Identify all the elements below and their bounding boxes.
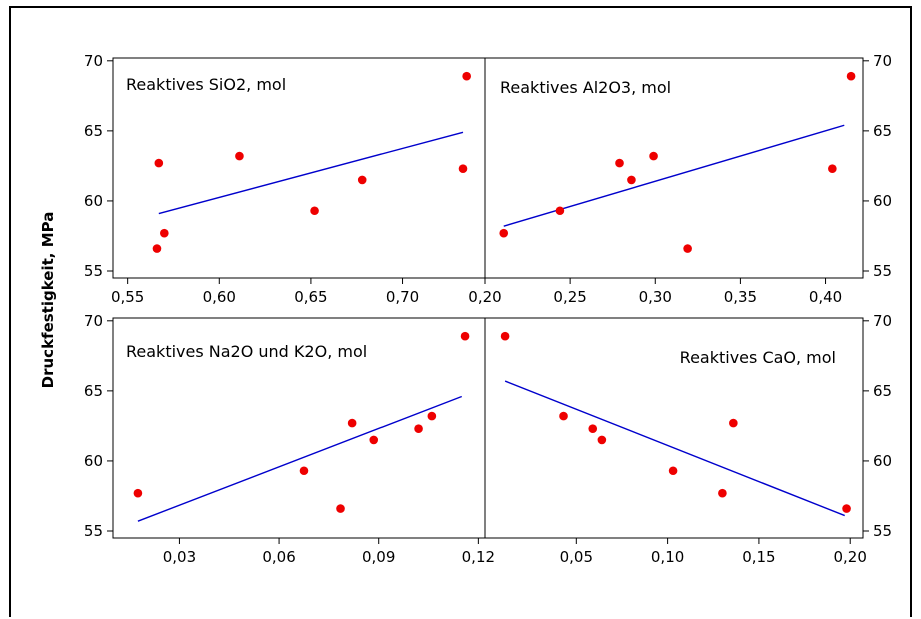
panel-al2o3: Reaktives Al2O3, mol 0,20 0,25 0,30 0,35 0,40… xyxy=(468,52,892,306)
panel-title: Reaktives SiO2, mol xyxy=(126,75,286,94)
y-tick-label: 60 xyxy=(873,192,892,210)
y-tick-label: 70 xyxy=(873,52,892,70)
y-tick-label: 60 xyxy=(873,452,892,470)
y-tick-label: 65 xyxy=(84,122,103,140)
data-point xyxy=(154,158,164,168)
y-tick-label: 70 xyxy=(84,312,103,330)
fit-line xyxy=(503,124,845,227)
y-tick-label: 60 xyxy=(84,452,103,470)
x-tick-label: 0,12 xyxy=(462,548,495,566)
data-point xyxy=(649,151,658,161)
y-tick-label: 55 xyxy=(873,262,892,280)
x-tick-label: 0,20 xyxy=(834,548,867,566)
data-point xyxy=(588,424,598,434)
x-tick-label: 0,25 xyxy=(553,288,586,306)
data-point xyxy=(460,331,470,341)
data-point xyxy=(718,488,727,498)
x-tick-label: 0,60 xyxy=(203,288,236,306)
data-point xyxy=(299,466,309,476)
x-tick-label: 0,65 xyxy=(294,288,327,306)
panel-sio2: Reaktives SiO2, mol 0,55 0,60 0,65 0,70 55 60 6… xyxy=(84,52,486,306)
data-point xyxy=(133,488,143,498)
y-tick-label: 55 xyxy=(84,522,103,540)
data-point xyxy=(414,424,423,434)
panel-title: Reaktives Al2O3, mol xyxy=(500,78,671,97)
data-point xyxy=(729,418,738,428)
figure-frame xyxy=(9,6,912,617)
x-tick-label: 0,05 xyxy=(560,548,593,566)
data-point xyxy=(347,418,357,428)
panel-na2o-k2o: Reaktives Na2O und K2O, mol 0,03 0,06 0,09 0… xyxy=(84,312,495,566)
data-point xyxy=(668,466,678,476)
data-point xyxy=(842,504,851,513)
data-point xyxy=(458,164,468,174)
data-point xyxy=(336,504,345,513)
data-point xyxy=(462,71,471,81)
data-point xyxy=(846,71,856,81)
x-tick-label: 0,09 xyxy=(362,548,395,566)
data-point xyxy=(235,151,244,161)
x-tick-label: 0,15 xyxy=(742,548,775,566)
x-tick-label: 0,35 xyxy=(724,288,757,306)
data-point xyxy=(615,158,624,168)
y-tick-label: 55 xyxy=(84,262,103,280)
data-point xyxy=(357,175,367,185)
x-tick-label: 0,55 xyxy=(111,288,144,306)
y-tick-label: 55 xyxy=(873,522,892,540)
data-point xyxy=(369,435,379,445)
data-point xyxy=(160,228,169,238)
data-point xyxy=(500,331,510,341)
data-point xyxy=(597,435,607,445)
data-point xyxy=(427,411,437,421)
y-tick-label: 60 xyxy=(84,192,103,210)
panel-cao: Reaktives CaO, mol 0,05 0,10 0,15 0,20 55 60 65… xyxy=(484,312,892,566)
y-tick-label: 65 xyxy=(873,382,892,400)
y-tick-label: 65 xyxy=(873,122,892,140)
y-tick-label: 65 xyxy=(84,382,103,400)
data-point xyxy=(310,206,319,216)
y-tick-label: 70 xyxy=(84,52,103,70)
fit-line xyxy=(504,380,845,517)
data-point xyxy=(627,175,636,185)
y-tick-label: 70 xyxy=(873,312,892,330)
x-tick-label: 0,20 xyxy=(468,288,501,306)
x-tick-label: 0,30 xyxy=(639,288,672,306)
data-point xyxy=(828,164,837,174)
data-point xyxy=(559,411,568,421)
x-tick-label: 0,70 xyxy=(386,288,419,306)
y-axis-title: Druckfestigkeit, MPa xyxy=(39,212,57,389)
data-point xyxy=(152,244,162,253)
panel-border xyxy=(484,57,864,279)
data-point xyxy=(683,244,692,253)
fit-line xyxy=(158,131,464,215)
panel-border xyxy=(484,317,864,539)
data-point xyxy=(555,206,565,216)
x-tick-label: 0,10 xyxy=(651,548,684,566)
panel-title: Reaktives Na2O und K2O, mol xyxy=(126,342,367,361)
x-tick-label: 0,06 xyxy=(262,548,295,566)
x-tick-label: 0,40 xyxy=(809,288,842,306)
x-tick-label: 0,03 xyxy=(163,548,196,566)
data-point xyxy=(499,228,509,238)
panel-title: Reaktives CaO, mol xyxy=(680,348,836,367)
fit-line xyxy=(137,395,463,522)
